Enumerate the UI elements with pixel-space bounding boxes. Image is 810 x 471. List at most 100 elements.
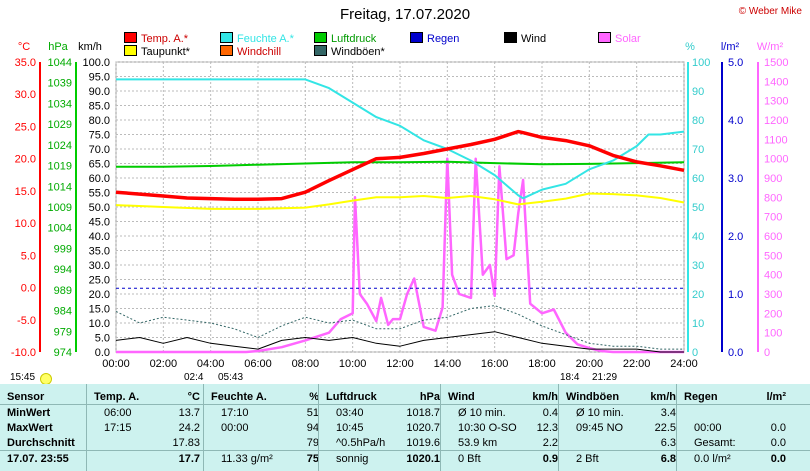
legend-swatch xyxy=(314,45,327,56)
row-label: Durchschnitt xyxy=(7,437,75,449)
humidity-tick-label: 80 xyxy=(692,115,704,127)
pressure-tick-label: 1044 xyxy=(48,57,72,69)
temp-tick-label: -10.0 xyxy=(11,347,36,359)
legend-label: Feuchte A.* xyxy=(237,33,294,45)
rain-tick-label: 0.0 xyxy=(728,347,743,359)
pressure-tick-label: 984 xyxy=(54,306,72,318)
wind-unit-label: km/h xyxy=(78,41,102,53)
wind-tick-label: 25.0 xyxy=(89,275,110,287)
series-windben xyxy=(115,305,684,350)
x-tick-label: 00:00 xyxy=(102,358,130,370)
legend-swatch xyxy=(124,32,137,43)
cell-value: 22.5 xyxy=(654,422,676,434)
series-solar xyxy=(116,157,684,354)
cell-label: Ø 10 min. xyxy=(458,407,506,419)
cell-value: 0.0 xyxy=(770,453,786,465)
cell-value: 0.9 xyxy=(542,453,558,465)
cell-label: sonnig xyxy=(336,453,369,465)
solar-tick-label: 700 xyxy=(764,212,782,224)
legend-label: Wind xyxy=(521,33,547,45)
row-label: 17.07. 23:55 xyxy=(7,453,69,465)
cell-label: 53.9 km xyxy=(458,437,498,449)
cell-value: 1018.7 xyxy=(406,407,440,419)
col-unit: km/h xyxy=(650,391,676,403)
pressure-tick-label: 1009 xyxy=(48,202,72,214)
cell-value: 0.4 xyxy=(542,407,558,419)
col-separator xyxy=(203,384,204,471)
sunset-short: 18:4 xyxy=(560,372,580,383)
humidity-tick-label: 100 xyxy=(692,57,710,69)
pressure-tick-label: 994 xyxy=(54,264,72,276)
col-separator xyxy=(318,384,319,471)
cell-value: 17.83 xyxy=(172,437,200,449)
wind-tick-label: 70.0 xyxy=(89,144,110,156)
col-separator xyxy=(86,384,87,471)
col-separator xyxy=(440,384,441,471)
x-tick-label: 24:00 xyxy=(670,358,698,370)
legend-label: Windchill xyxy=(237,46,282,58)
legend-label: Taupunkt* xyxy=(141,46,190,58)
x-tick-label: 08:00 xyxy=(292,358,320,370)
x-tick-label: 16:00 xyxy=(481,358,509,370)
cell-value: 24.2 xyxy=(178,422,200,434)
cell-label: 17:10 xyxy=(221,407,249,419)
wind-tick-label: 35.0 xyxy=(89,246,110,258)
solar-tick-label: 1300 xyxy=(764,96,788,108)
cell-value: 1020.1 xyxy=(406,453,440,465)
cell-label: Gesamt: xyxy=(694,437,736,449)
row-label: MaxWert xyxy=(7,422,53,434)
legend-swatch xyxy=(504,32,517,43)
cell-label: 0 Bft xyxy=(458,453,481,465)
cell-label: 00:00 xyxy=(221,422,249,434)
legend-item-6: Taupunkt* xyxy=(124,45,190,58)
wind-tick-label: 15.0 xyxy=(89,304,110,316)
legend-item-7: Windchill xyxy=(220,45,282,58)
chart-title: Freitag, 17.07.2020 xyxy=(339,6,471,23)
col-head: Wind xyxy=(448,391,475,403)
cell-label: ^0.5hPa/h xyxy=(336,437,386,449)
col-separator xyxy=(558,384,559,471)
x-tick-label: 12:00 xyxy=(386,358,414,370)
cell-label: 11.33 g/m² xyxy=(221,453,273,465)
legend-item-0: Temp. A.* xyxy=(124,32,188,45)
cell-label: 10:45 xyxy=(336,422,364,434)
solar-tick-label: 1500 xyxy=(764,57,788,69)
solar-tick-label: 1200 xyxy=(764,115,788,127)
pressure-tick-label: 1004 xyxy=(48,223,72,235)
legend-item-2: Luftdruck xyxy=(314,32,376,45)
temp-tick-label: -5.0 xyxy=(17,315,36,327)
x-tick-label: 10:00 xyxy=(339,358,367,370)
row-separator xyxy=(0,450,810,451)
x-tick-label: 02:00 xyxy=(150,358,178,370)
legend-swatch xyxy=(598,32,611,43)
pressure-tick-label: 1034 xyxy=(48,98,72,110)
cell-value: 12.3 xyxy=(536,422,558,434)
legend-label: Solar xyxy=(615,33,641,45)
x-tick-label: 18:00 xyxy=(528,358,556,370)
humidity-tick-label: 60 xyxy=(692,173,704,185)
weather-chart: 00:00 02:00 04:00 06:00 08:00 10:00 12:00 14:00… xyxy=(11,41,789,370)
cell-value: 79 xyxy=(306,437,319,449)
x-tick-label: 04:00 xyxy=(197,358,225,370)
cell-value: 17.7 xyxy=(178,453,200,465)
cell-value: 94 xyxy=(306,422,319,434)
solar-tick-label: 1400 xyxy=(764,76,788,88)
pressure-tick-label: 989 xyxy=(54,285,72,297)
pressure-unit-label: hPa xyxy=(48,41,68,53)
wind-tick-label: 50.0 xyxy=(89,202,110,214)
pressure-tick-label: 974 xyxy=(54,347,72,359)
series-wind xyxy=(115,331,684,353)
col-separator xyxy=(676,384,677,471)
row-label: Sensor xyxy=(7,391,45,403)
wind-tick-label: 95.0 xyxy=(89,72,110,84)
sunrise-time: 05:43 xyxy=(218,372,244,383)
solar-tick-label: 1100 xyxy=(764,134,788,146)
row-label: MinWert xyxy=(7,407,51,419)
solar-tick-label: 0 xyxy=(764,347,770,359)
legend-item-3: Regen xyxy=(410,32,459,45)
temp-tick-label: 20.0 xyxy=(15,154,36,166)
solar-tick-label: 600 xyxy=(764,231,782,243)
humidity-tick-label: 90 xyxy=(692,86,704,98)
cell-value: 51 xyxy=(306,407,319,419)
wind-tick-label: 55.0 xyxy=(89,188,110,200)
